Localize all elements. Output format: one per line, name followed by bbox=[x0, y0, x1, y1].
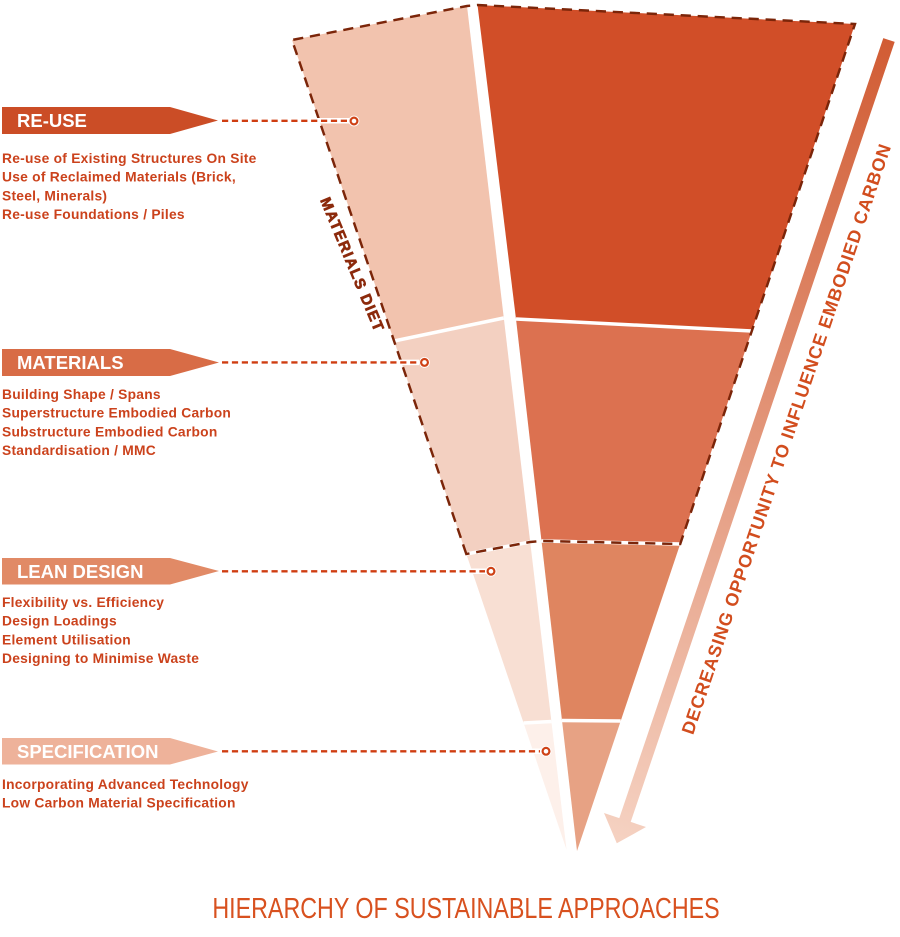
svg-text:Re-use of Existing Structures: Re-use of Existing Structures On Site bbox=[2, 151, 257, 166]
svg-text:Incorporating Advanced Technol: Incorporating Advanced Technology bbox=[2, 777, 249, 792]
svg-text:Low Carbon Material Specificat: Low Carbon Material Specification bbox=[2, 796, 236, 811]
svg-text:RE-USE: RE-USE bbox=[17, 110, 87, 131]
svg-text:SPECIFICATION: SPECIFICATION bbox=[17, 741, 159, 762]
svg-text:Design Loadings: Design Loadings bbox=[2, 614, 117, 629]
svg-text:Flexibility vs. Efficiency: Flexibility vs. Efficiency bbox=[2, 595, 164, 610]
svg-text:Standardisation / MMC: Standardisation / MMC bbox=[2, 443, 156, 458]
svg-text:Element Utilisation: Element Utilisation bbox=[2, 632, 131, 647]
svg-text:LEAN DESIGN: LEAN DESIGN bbox=[17, 561, 143, 582]
svg-text:Superstructure Embodied Carbon: Superstructure Embodied Carbon bbox=[2, 406, 231, 421]
svg-text:Substructure Embodied Carbon: Substructure Embodied Carbon bbox=[2, 424, 218, 439]
svg-text:Use of Reclaimed Materials (Br: Use of Reclaimed Materials (Brick, bbox=[2, 170, 236, 185]
svg-text:Re-use Foundations / Piles: Re-use Foundations / Piles bbox=[2, 207, 185, 222]
svg-text:Designing to Minimise Waste: Designing to Minimise Waste bbox=[2, 651, 199, 666]
svg-text:Steel, Minerals): Steel, Minerals) bbox=[2, 188, 107, 203]
svg-text:Building Shape / Spans: Building Shape / Spans bbox=[2, 387, 161, 402]
svg-text:HIERARCHY OF SUSTAINABLE APPRO: HIERARCHY OF SUSTAINABLE APPROACHES bbox=[212, 892, 719, 925]
svg-text:MATERIALS: MATERIALS bbox=[17, 352, 124, 373]
